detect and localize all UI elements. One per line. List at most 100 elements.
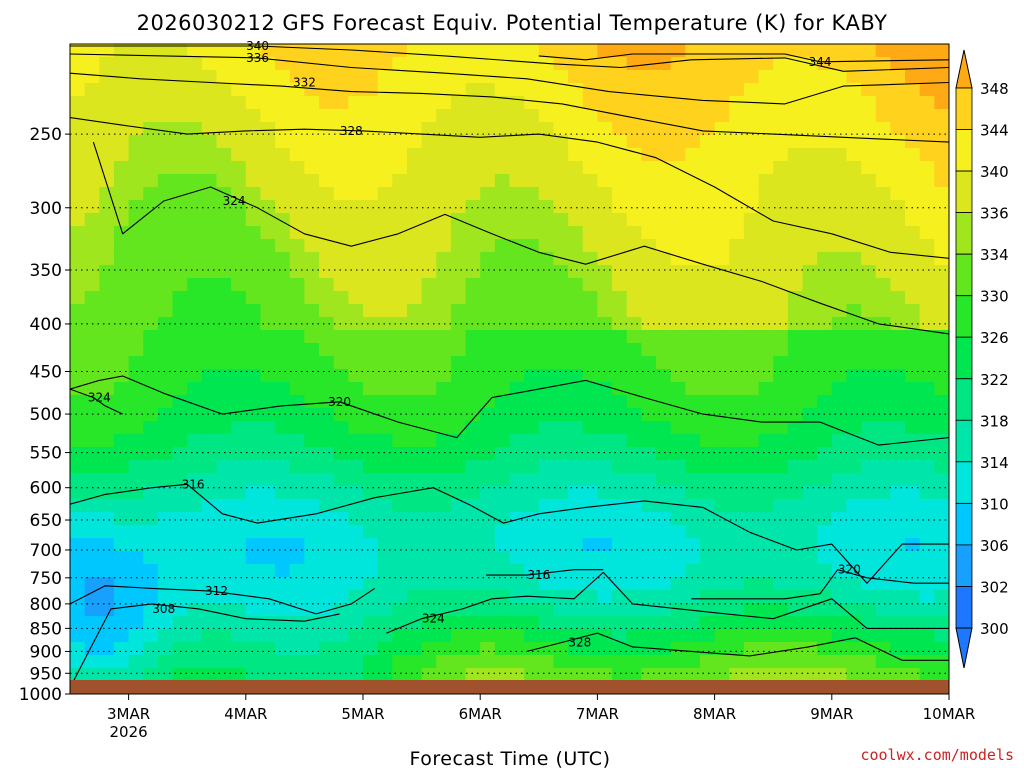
field-cell xyxy=(934,642,949,656)
field-cell xyxy=(861,564,877,578)
field-cell xyxy=(773,447,789,461)
field-cell xyxy=(245,538,262,552)
field-cell xyxy=(597,174,613,188)
field-cell xyxy=(612,551,628,565)
contour-312 xyxy=(70,585,376,615)
field-cell xyxy=(905,304,921,318)
field-cell xyxy=(919,278,935,292)
field-cell xyxy=(699,187,716,201)
field-cell xyxy=(670,629,686,643)
field-cell xyxy=(758,603,774,617)
field-cell xyxy=(304,447,320,461)
field-cell xyxy=(670,434,686,448)
field-cell xyxy=(773,668,789,682)
colorbar-label: 310 xyxy=(980,495,1009,513)
field-cell xyxy=(890,408,906,422)
field-cell xyxy=(494,161,511,175)
field-cell xyxy=(99,330,115,344)
field-cell xyxy=(494,512,511,526)
field-cell xyxy=(831,109,848,123)
field-cell xyxy=(480,252,496,266)
field-cell xyxy=(568,122,584,136)
field-cell xyxy=(553,213,569,227)
field-cell xyxy=(377,655,393,669)
field-cell xyxy=(802,668,818,682)
field-cell xyxy=(304,655,320,669)
field-cell xyxy=(406,603,423,617)
field-cell xyxy=(890,213,906,227)
field-cell xyxy=(348,135,364,149)
field-cell xyxy=(260,226,276,240)
colorbar-swatch xyxy=(955,87,973,130)
field-cell xyxy=(406,369,423,383)
field-cell xyxy=(187,226,203,240)
field-cell xyxy=(773,174,789,188)
contour-label: 324 xyxy=(422,612,445,626)
field-cell xyxy=(363,590,379,604)
field-cell xyxy=(113,642,130,656)
field-cell xyxy=(348,525,364,539)
field-cell xyxy=(275,148,291,162)
contour-316 xyxy=(486,569,604,576)
field-cell xyxy=(392,369,408,383)
field-cell xyxy=(245,356,262,370)
field-cell xyxy=(890,564,906,578)
field-cell xyxy=(802,148,818,162)
field-cell xyxy=(201,83,218,97)
field-cell xyxy=(773,434,789,448)
field-cell xyxy=(670,44,686,58)
field-cell xyxy=(773,564,789,578)
field-cell xyxy=(333,226,349,240)
field-cell xyxy=(348,564,364,578)
field-cell xyxy=(905,187,921,201)
colorbar-label: 344 xyxy=(980,122,1009,140)
field-cell xyxy=(172,330,188,344)
field-cell xyxy=(641,226,657,240)
field-cell xyxy=(875,473,891,487)
field-cell xyxy=(304,109,320,123)
field-cell xyxy=(538,499,555,513)
field-cell xyxy=(363,109,379,123)
field-cell xyxy=(831,317,848,331)
field-cell xyxy=(113,278,130,292)
field-cell xyxy=(70,395,86,409)
field-cell xyxy=(128,239,144,253)
field-cell xyxy=(670,239,686,253)
field-cell xyxy=(538,122,555,136)
field-cell xyxy=(509,148,525,162)
field-cell xyxy=(260,57,276,71)
field-cell xyxy=(421,161,437,175)
field-cell xyxy=(363,538,379,552)
field-cell xyxy=(348,343,364,357)
field-cell xyxy=(919,603,935,617)
field-cell xyxy=(113,616,130,630)
field-cell xyxy=(84,265,100,279)
field-cell xyxy=(934,616,949,630)
field-cell xyxy=(817,668,833,682)
field-cell xyxy=(187,642,203,656)
field-cell xyxy=(524,252,540,266)
field-cell xyxy=(699,252,716,266)
field-cell xyxy=(494,148,511,162)
credit-link[interactable]: coolwx.com/models xyxy=(860,746,1014,764)
field-cell xyxy=(568,603,584,617)
field-cell xyxy=(363,473,379,487)
field-cell xyxy=(172,629,188,643)
field-cell xyxy=(494,421,511,435)
field-cell xyxy=(758,343,774,357)
field-cell xyxy=(421,460,437,474)
field-cell xyxy=(421,525,437,539)
field-cell xyxy=(465,317,481,331)
field-cell xyxy=(861,343,877,357)
field-cell xyxy=(699,512,716,526)
field-cell xyxy=(465,265,481,279)
field-cell xyxy=(436,174,452,188)
field-cell xyxy=(450,83,467,97)
field-cell xyxy=(538,421,555,435)
field-cell xyxy=(890,668,906,682)
field-cell xyxy=(289,525,305,539)
field-cell xyxy=(582,356,598,370)
field-cell xyxy=(597,57,613,71)
field-cell xyxy=(319,395,335,409)
field-cell xyxy=(509,57,525,71)
